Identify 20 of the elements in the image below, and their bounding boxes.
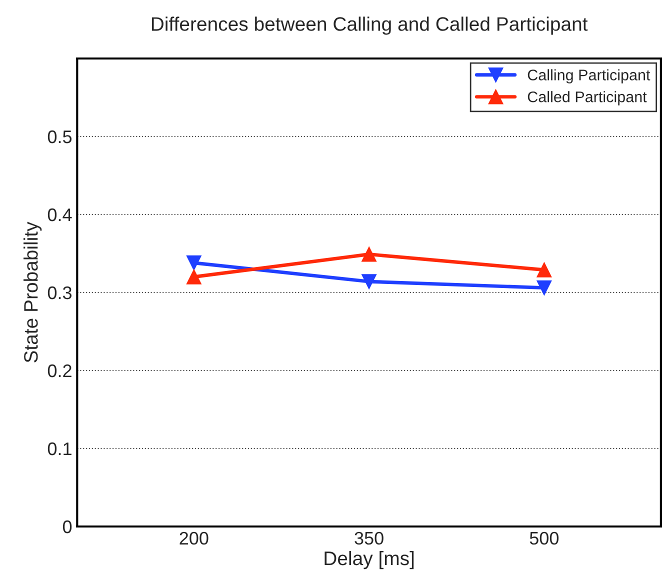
chart-title: Differences between Calling and Called Participant	[152, 16, 588, 35]
x-tick-label: 200	[180, 532, 208, 545]
x-tick-label: 500	[530, 532, 559, 545]
x-tick-label: 350	[354, 532, 384, 545]
y-tick-label: 0.5	[48, 130, 72, 144]
point	[536, 262, 552, 278]
point	[362, 274, 377, 290]
point	[362, 246, 377, 262]
legend-label: Called Participant	[528, 91, 647, 106]
y-tick-label: 0	[62, 520, 72, 534]
point	[536, 280, 552, 296]
y-tick-label: 0.1	[48, 442, 72, 456]
x-axis-title: Delay [ms]	[324, 550, 414, 570]
point	[186, 269, 202, 284]
y-tick-label: 0.3	[48, 286, 72, 300]
legend-label: Calling Participant	[528, 69, 650, 84]
y-axis-title: State Probability	[24, 222, 42, 362]
y-tick-label: 0.2	[48, 364, 72, 378]
y-tick-label: 0.4	[48, 208, 72, 222]
point	[186, 255, 202, 270]
